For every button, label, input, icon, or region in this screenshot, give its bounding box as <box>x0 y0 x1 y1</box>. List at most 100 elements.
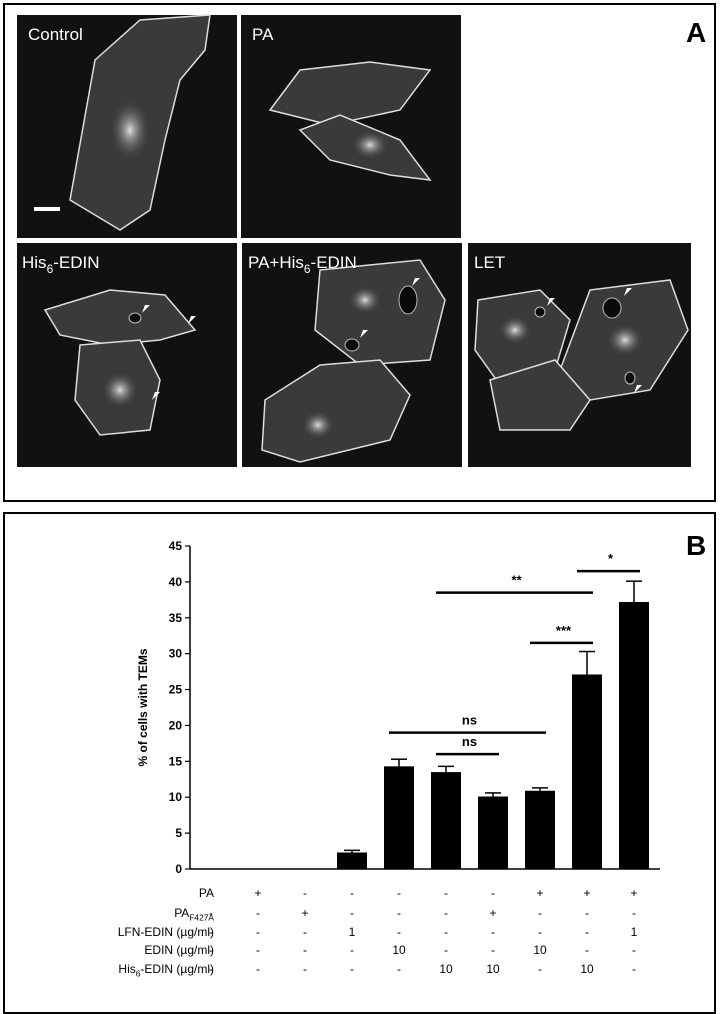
condition-value: + <box>489 906 496 920</box>
condition-value: + <box>301 906 308 920</box>
condition-value: - <box>397 906 401 920</box>
panel-label: B <box>686 530 706 561</box>
label-part: PA <box>174 906 189 920</box>
y-tick-label: 45 <box>169 539 183 553</box>
bar <box>525 790 555 869</box>
y-axis-label: % of cells with TEMs <box>136 648 150 766</box>
condition-value: - <box>256 925 260 939</box>
image-label: Control <box>28 25 83 44</box>
condition-value: - <box>538 906 542 920</box>
y-tick-label: 30 <box>169 647 183 661</box>
condition-value: - <box>256 962 260 976</box>
condition-value: - <box>444 906 448 920</box>
condition-value: 10 <box>533 943 547 957</box>
micrograph-his6-edin <box>17 243 237 467</box>
condition-label: PAF427A <box>174 906 214 923</box>
condition-value: - <box>397 925 401 939</box>
condition-value: + <box>536 886 543 900</box>
condition-value: - <box>444 925 448 939</box>
bar <box>478 796 508 869</box>
bar <box>619 601 649 869</box>
condition-value: - <box>350 906 354 920</box>
condition-value: - <box>491 943 495 957</box>
condition-value: 10 <box>580 962 594 976</box>
condition-value: - <box>632 906 636 920</box>
label-part: PA <box>252 25 274 44</box>
condition-value: - <box>444 886 448 900</box>
condition-value: - <box>209 886 213 900</box>
label-part: LFN-EDIN (µg/ml) <box>118 925 214 939</box>
micrograph-let <box>468 243 691 467</box>
condition-value: 1 <box>631 925 638 939</box>
condition-value: - <box>585 906 589 920</box>
panel-b-frame <box>3 512 716 1014</box>
significance-label: ns <box>462 734 477 749</box>
y-tick-label: 40 <box>169 575 183 589</box>
micrograph-pa <box>241 15 461 238</box>
label-part: 6 <box>47 262 54 276</box>
condition-value: - <box>632 962 636 976</box>
y-tick-label: 35 <box>169 611 183 625</box>
bar <box>431 772 461 869</box>
label-part: His <box>22 253 47 272</box>
condition-label: PA <box>199 886 214 900</box>
label-part: F427A <box>189 913 214 923</box>
condition-value: - <box>538 962 542 976</box>
condition-value: - <box>209 906 213 920</box>
condition-value: - <box>209 962 213 976</box>
condition-value: - <box>350 943 354 957</box>
condition-value: - <box>303 886 307 900</box>
label-part: LET <box>474 253 505 272</box>
condition-value: - <box>632 943 636 957</box>
significance-label: ** <box>511 573 522 588</box>
panel-a-frame <box>3 3 716 502</box>
condition-value: 10 <box>392 943 406 957</box>
condition-value: - <box>209 925 213 939</box>
condition-value: 10 <box>439 962 453 976</box>
condition-value: 10 <box>486 962 500 976</box>
y-tick-label: 10 <box>169 790 183 804</box>
condition-value: - <box>256 906 260 920</box>
image-label: PA+His6-EDIN <box>248 253 357 276</box>
label-part: EDIN (µg/ml) <box>144 943 214 957</box>
bar <box>572 674 602 869</box>
condition-value: - <box>303 962 307 976</box>
bar <box>384 766 414 869</box>
label-part: 6 <box>136 969 141 979</box>
label-part: His <box>118 962 135 976</box>
y-tick-label: 5 <box>175 826 182 840</box>
condition-value: - <box>303 925 307 939</box>
condition-value: - <box>256 943 260 957</box>
y-tick-label: 0 <box>175 862 182 876</box>
label-part: PA <box>199 886 214 900</box>
label-part: -EDIN <box>311 253 357 272</box>
condition-value: 1 <box>349 925 356 939</box>
label-part: 6 <box>304 262 311 276</box>
significance-label: ns <box>462 713 477 728</box>
condition-label: LFN-EDIN (µg/ml) <box>118 925 214 939</box>
image-label: His6-EDIN <box>22 253 99 276</box>
significance-label: * <box>608 551 614 566</box>
condition-value: - <box>491 925 495 939</box>
label-part: -EDIN <box>53 253 99 272</box>
image-label: PA <box>252 25 274 44</box>
condition-value: + <box>630 886 637 900</box>
condition-value: - <box>303 943 307 957</box>
label-part: -EDIN (µg/ml) <box>140 962 214 976</box>
bar <box>337 852 367 869</box>
condition-value: - <box>538 925 542 939</box>
condition-value: - <box>444 943 448 957</box>
condition-value: - <box>585 925 589 939</box>
y-tick-label: 25 <box>169 683 183 697</box>
condition-value: + <box>583 886 590 900</box>
condition-label: His6-EDIN (µg/ml) <box>118 962 214 979</box>
condition-value: - <box>491 886 495 900</box>
micrograph-control <box>17 14 237 238</box>
label-part: Control <box>28 25 83 44</box>
panel-label: A <box>686 17 706 48</box>
condition-value: - <box>397 886 401 900</box>
condition-value: - <box>397 962 401 976</box>
image-label: LET <box>474 253 505 272</box>
label-part: PA+His <box>248 253 304 272</box>
